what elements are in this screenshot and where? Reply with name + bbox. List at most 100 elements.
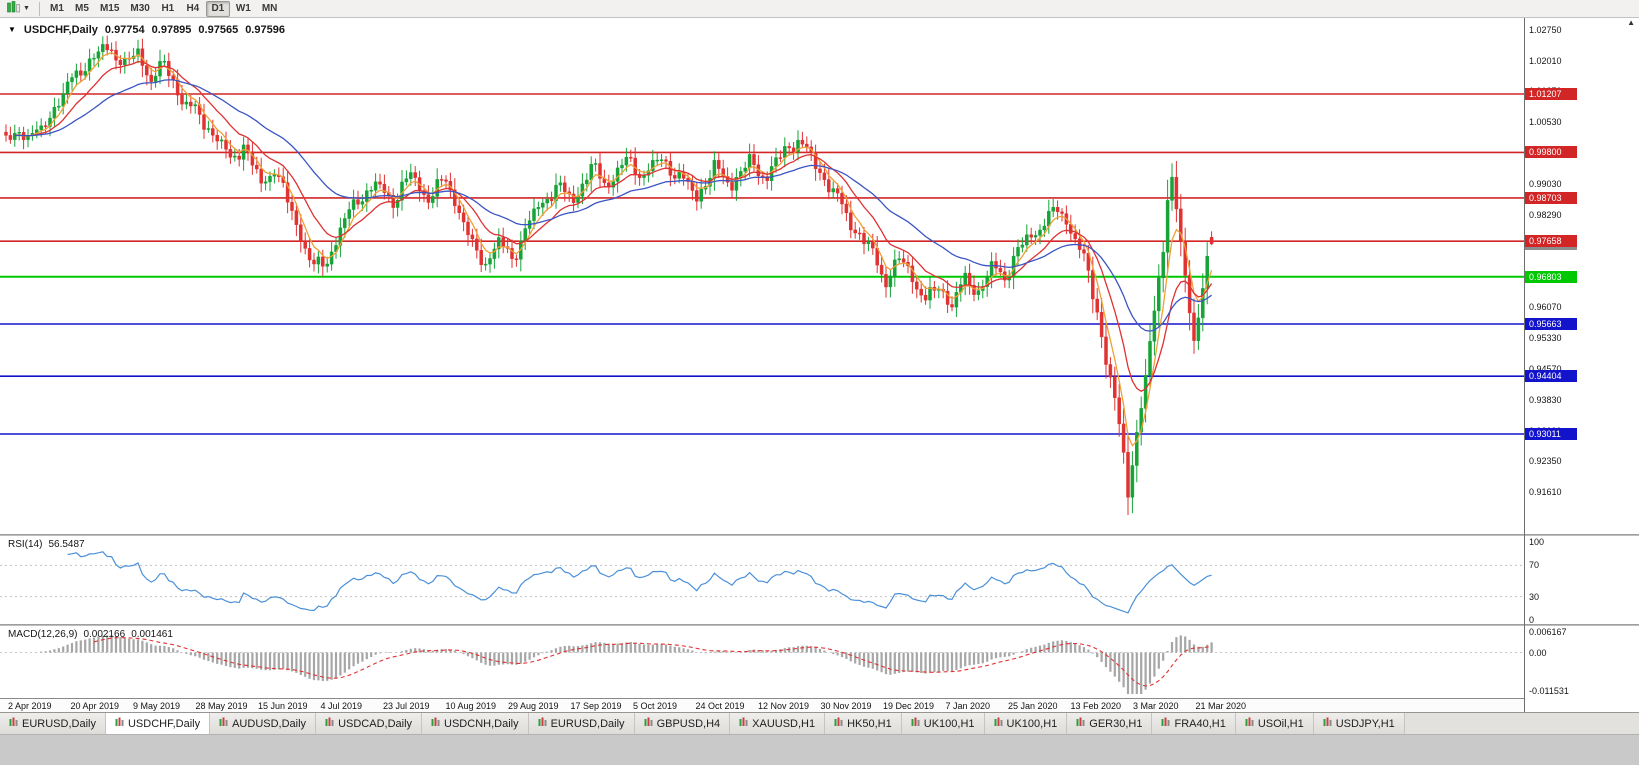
timeframe-button-d1[interactable]: D1 xyxy=(205,0,230,17)
tab-label: AUDUSD,Daily xyxy=(232,717,307,730)
chart-tabbar: EURUSD,Daily USDCHF,Daily AUDUSD,Daily USDC… xyxy=(0,712,1639,734)
axis-divider xyxy=(1525,534,1639,536)
rsi-axis-tick: 0 xyxy=(1529,615,1535,625)
date-axis[interactable]: 2 Apr 2019 20 Apr 2019 9 May 2019 28 May 20… xyxy=(0,698,1524,712)
tab-label: FRA40,H1 xyxy=(1174,717,1226,730)
tab-chart-icon xyxy=(325,717,334,730)
tab-usdcnh-daily[interactable]: USDCNH,Daily xyxy=(422,713,529,734)
timeframe-button-m30[interactable]: M30 xyxy=(125,1,154,17)
tab-label: EURUSD,Daily xyxy=(550,717,625,730)
tab-xauusd-h1[interactable]: XAUUSD,H1 xyxy=(730,713,826,734)
tab-label: USOil,H1 xyxy=(1257,717,1304,730)
timeframe-button-m15[interactable]: M15 xyxy=(95,1,124,17)
tab-usdcad-daily[interactable]: USDCAD,Daily xyxy=(316,713,423,734)
date-label: 25 Jan 2020 xyxy=(1008,701,1058,711)
tab-usdjpy-h1[interactable]: USDJPY,H1 xyxy=(1313,713,1405,734)
price-axis-tick: 0.92350 xyxy=(1529,456,1562,467)
date-label: 15 Jun 2019 xyxy=(258,701,308,711)
tab-hk50-h1[interactable]: HK50,H1 xyxy=(825,713,902,734)
timeframe-button-h1[interactable]: H1 xyxy=(156,1,180,17)
price-axis-tick: 1.02750 xyxy=(1529,25,1562,36)
price-level-tag: 0.99800 xyxy=(1525,146,1577,159)
date-label: 13 Feb 2020 xyxy=(1070,701,1122,711)
price-axis[interactable]: ▲ 1.027501.020101.012701.005300.997900.9… xyxy=(1524,18,1639,712)
rsi-panel[interactable]: RSI(14) 56.5487 xyxy=(0,536,1524,624)
tab-chart-icon xyxy=(1161,717,1170,730)
macd-chart[interactable] xyxy=(0,626,1524,698)
tab-gbpusd-h4[interactable]: GBPUSD,H4 xyxy=(634,713,731,734)
date-label: 23 Jul 2019 xyxy=(383,701,430,711)
tab-label: UK100,H1 xyxy=(1006,717,1058,730)
tab-uk100-h1[interactable]: UK100,H1 xyxy=(984,713,1068,734)
price-level-tag: 0.93011 xyxy=(1525,427,1577,440)
date-label: 2 Apr 2019 xyxy=(8,701,52,711)
date-label: 17 Sep 2019 xyxy=(570,701,622,711)
date-label: 24 Oct 2019 xyxy=(695,701,745,711)
tab-chart-icon xyxy=(834,717,843,730)
main-chart-panel[interactable]: ▼ USDCHF,Daily 0.97754 0.97895 0.97565 0… xyxy=(0,18,1524,534)
tab-label: HK50,H1 xyxy=(847,717,892,730)
tab-label: EURUSD,Daily xyxy=(22,717,96,730)
price-level-tag: 0.97658 xyxy=(1525,235,1577,248)
tab-uk100-h1[interactable]: UK100,H1 xyxy=(901,713,985,734)
macd-axis-tick: 0.00 xyxy=(1529,647,1547,658)
timeframe-button-m1[interactable]: M1 xyxy=(45,1,69,17)
price-level-tag: 0.96803 xyxy=(1525,270,1577,283)
tab-usdchf-daily[interactable]: USDCHF,Daily xyxy=(105,713,211,734)
tab-chart-icon xyxy=(538,717,547,730)
candlestick-chart[interactable] xyxy=(0,18,1524,534)
date-label: 30 Nov 2019 xyxy=(820,701,872,711)
macd-panel[interactable]: MACD(12,26,9) 0.002166 0.001461 xyxy=(0,626,1524,698)
price-axis-tick: 0.99030 xyxy=(1529,179,1562,190)
tab-label: USDJPY,H1 xyxy=(1335,717,1395,730)
panel-divider[interactable] xyxy=(0,534,1524,536)
toolbar-separator xyxy=(38,1,40,16)
price-level-tag: 0.95663 xyxy=(1525,317,1577,330)
date-label: 12 Nov 2019 xyxy=(758,701,810,711)
tab-label: USDCHF,Daily xyxy=(127,717,201,730)
tab-chart-icon xyxy=(219,717,228,730)
rsi-axis-tick: 30 xyxy=(1529,591,1540,602)
tab-label: USDCNH,Daily xyxy=(444,717,519,730)
timeframe-button-h4[interactable]: H4 xyxy=(181,1,205,17)
tab-ger30-h1[interactable]: GER30,H1 xyxy=(1067,713,1153,734)
chart-type-button[interactable]: ▼ xyxy=(3,0,34,17)
axis-divider xyxy=(1525,624,1639,626)
date-label: 10 Aug 2019 xyxy=(445,701,497,711)
rsi-axis-tick: 100 xyxy=(1529,537,1545,547)
price-axis-tick: 0.96070 xyxy=(1529,302,1562,313)
panel-divider[interactable] xyxy=(0,624,1524,626)
tab-eurusd-daily[interactable]: EURUSD,Daily xyxy=(0,713,106,734)
date-label: 7 Jan 2020 xyxy=(945,701,991,711)
timeframe-button-m5[interactable]: M5 xyxy=(70,1,94,17)
tab-label: GBPUSD,H4 xyxy=(656,717,721,730)
tab-usoil-h1[interactable]: USOil,H1 xyxy=(1235,713,1314,734)
tab-chart-icon xyxy=(9,717,18,730)
tab-chart-icon xyxy=(739,717,748,730)
tab-fra40-h1[interactable]: FRA40,H1 xyxy=(1152,713,1236,734)
price-level-tag: 0.94404 xyxy=(1525,370,1577,383)
tab-chart-icon xyxy=(1323,717,1332,730)
tab-label: UK100,H1 xyxy=(923,717,975,730)
price-level-tag: 0.98703 xyxy=(1525,191,1577,204)
price-axis-tick: 1.00530 xyxy=(1529,117,1562,128)
date-label: 21 Mar 2020 xyxy=(1195,701,1247,711)
date-label: 5 Oct 2019 xyxy=(633,701,678,711)
tab-eurusd-daily[interactable]: EURUSD,Daily xyxy=(528,713,635,734)
tab-label: XAUUSD,H1 xyxy=(752,717,816,730)
timeframe-button-mn[interactable]: MN xyxy=(257,1,283,17)
rsi-chart[interactable] xyxy=(0,536,1524,624)
status-area xyxy=(0,734,1639,765)
timeframe-button-w1[interactable]: W1 xyxy=(231,1,256,17)
price-axis-tick: 0.91610 xyxy=(1529,487,1562,498)
scroll-up-icon[interactable]: ▲ xyxy=(1627,18,1635,27)
date-label: 9 May 2019 xyxy=(133,701,181,711)
date-label: 28 May 2019 xyxy=(195,701,248,711)
tab-audusd-daily[interactable]: AUDUSD,Daily xyxy=(210,713,317,734)
price-axis-tick: 0.98290 xyxy=(1529,210,1562,221)
tab-chart-icon xyxy=(1245,717,1254,730)
tab-chart-icon xyxy=(994,717,1003,730)
price-axis-tick: 1.02010 xyxy=(1529,55,1562,66)
chevron-down-icon: ▼ xyxy=(23,5,30,12)
